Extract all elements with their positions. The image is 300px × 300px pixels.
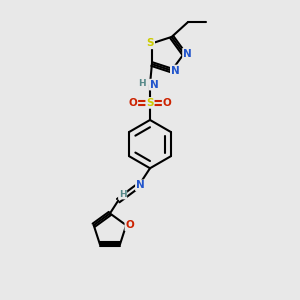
- Text: N: N: [150, 80, 158, 90]
- Text: S: S: [146, 98, 154, 108]
- Text: N: N: [183, 49, 192, 59]
- Text: O: O: [125, 220, 134, 230]
- Text: N: N: [171, 65, 180, 76]
- Text: H: H: [119, 190, 126, 199]
- Text: H: H: [138, 79, 146, 88]
- Text: O: O: [163, 98, 172, 108]
- Text: S: S: [147, 38, 154, 48]
- Text: O: O: [128, 98, 137, 108]
- Text: N: N: [136, 180, 145, 190]
